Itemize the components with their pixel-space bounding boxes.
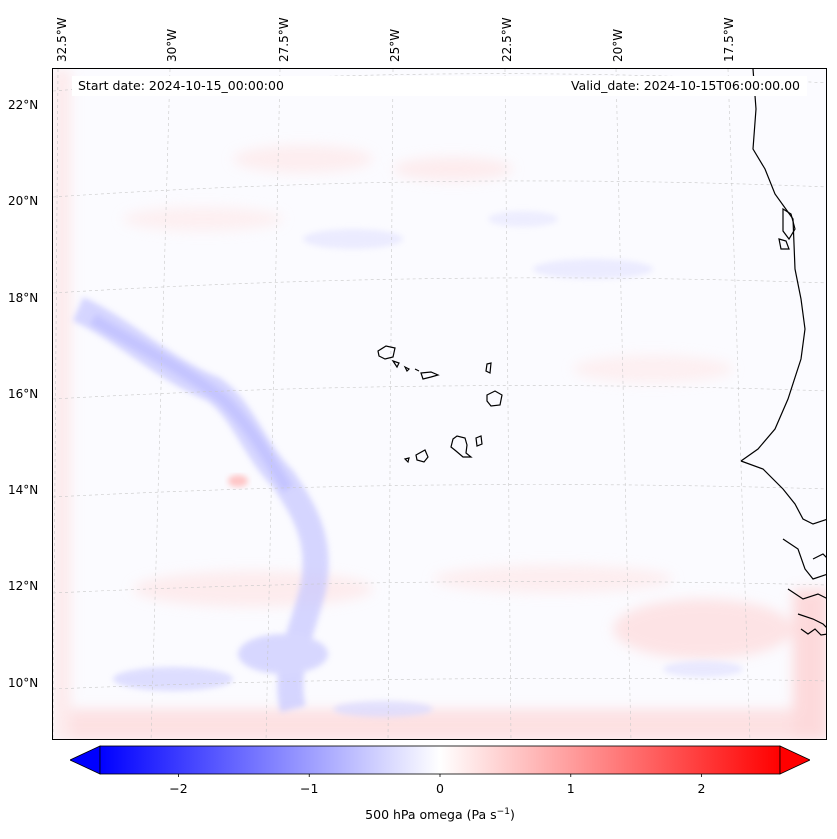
lon-label-25w: 25°W [388, 28, 402, 62]
lon-label-32-5w: 32.5°W [55, 17, 69, 62]
colorbar-extend-high [779, 745, 810, 775]
lon-label-17-5w: 17.5°W [722, 17, 736, 62]
colorbar-tick-label: 2 [697, 781, 706, 796]
lat-label-18n: 18°N [8, 291, 39, 305]
colorbar [70, 745, 810, 777]
lat-label-16n: 16°N [8, 387, 39, 401]
colorbar-tick-label: 0 [436, 781, 444, 796]
start-date-label: Start date: 2024-10-15_00:00:00 [78, 78, 284, 93]
lon-label-27-5w: 27.5°W [277, 17, 291, 62]
lat-label-10n: 10°N [8, 676, 39, 690]
colorbar-tick-label: −2 [169, 781, 188, 796]
colorbar-extend-low [70, 745, 101, 775]
map-panel [52, 68, 827, 740]
colorbar-unit-exponent: −1 [496, 807, 510, 817]
colorbar-label: 500 hPa omega (Pa s−1) [365, 807, 515, 823]
lon-label-30w: 30°W [165, 28, 179, 62]
lat-label-20n: 20°N [8, 194, 39, 208]
colorbar-unit: Pa s [471, 807, 497, 823]
lat-label-22n: 22°N [8, 98, 39, 112]
colorbar-tick-label: 1 [566, 781, 575, 796]
valid-date-label: Valid_date: 2024-10-15T06:00:00.00 [570, 78, 800, 93]
colorbar-tick-label: −1 [300, 781, 319, 796]
omega-field [53, 69, 826, 739]
lon-label-22-5w: 22.5°W [500, 17, 514, 62]
colorbar-gradient [99, 745, 781, 775]
date-header-strip [72, 76, 807, 96]
lat-label-14n: 14°N [8, 483, 39, 497]
colorbar-variable-label: 500 hPa omega [365, 807, 463, 823]
lon-label-20w: 20°W [611, 28, 625, 62]
lat-label-12n: 12°N [8, 579, 39, 593]
